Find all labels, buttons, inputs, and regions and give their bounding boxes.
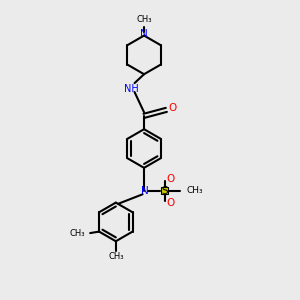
Text: CH₃: CH₃ <box>108 252 124 261</box>
Text: CH₃: CH₃ <box>136 15 152 24</box>
Text: CH₃: CH₃ <box>186 186 203 195</box>
Bar <box>161 187 168 194</box>
Text: N: N <box>140 29 148 39</box>
Text: O: O <box>169 103 177 113</box>
Text: N: N <box>141 186 148 196</box>
Text: CH₃: CH₃ <box>69 229 85 238</box>
Text: NH: NH <box>124 84 138 94</box>
Text: S: S <box>161 186 168 196</box>
Text: O: O <box>166 174 174 184</box>
Text: O: O <box>166 198 174 208</box>
